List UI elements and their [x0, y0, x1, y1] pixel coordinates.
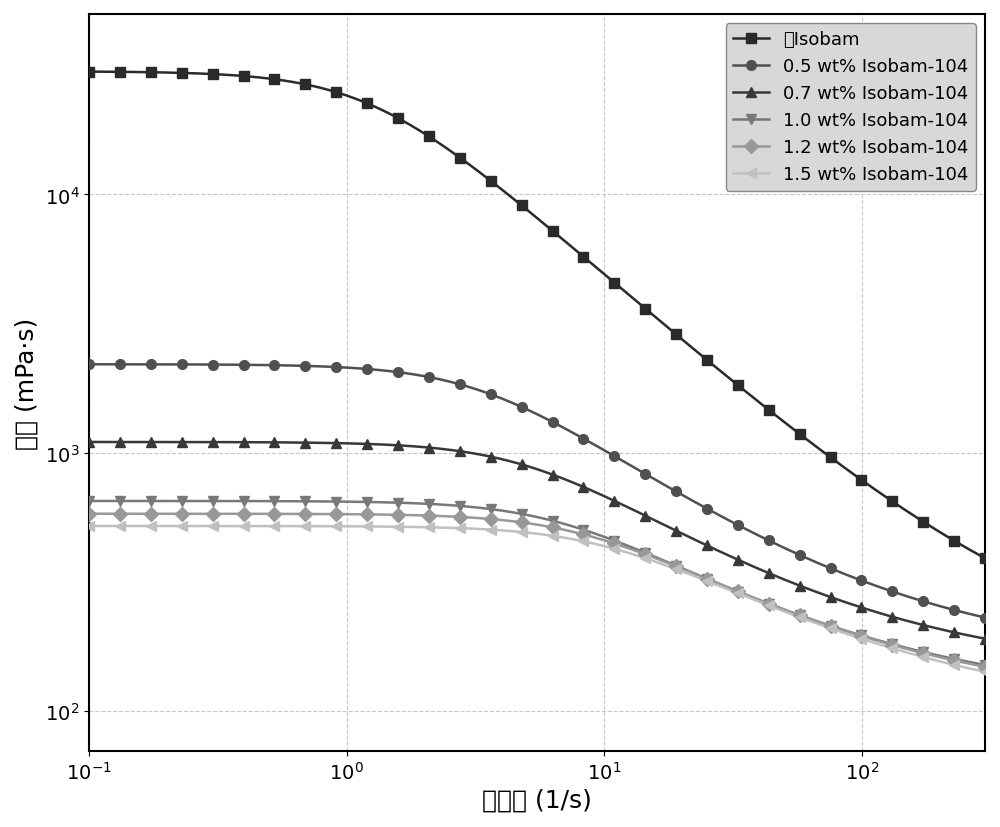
X-axis label: 剪切率 (1/s): 剪切率 (1/s) — [482, 788, 592, 812]
Legend: 无Isobam, 0.5 wt% Isobam-104, 0.7 wt% Isobam-104, 1.0 wt% Isobam-104, 1.2 wt% Iso: 无Isobam, 0.5 wt% Isobam-104, 0.7 wt% Iso… — [726, 24, 976, 191]
Y-axis label: 粘度 (mPa·s): 粘度 (mPa·s) — [15, 317, 39, 449]
